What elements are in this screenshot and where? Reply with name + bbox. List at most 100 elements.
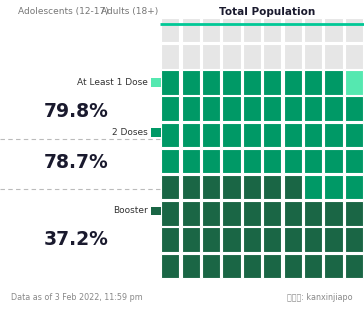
Bar [182,227,200,252]
Bar [202,175,220,199]
Bar [324,70,343,95]
Bar [182,18,200,42]
Bar [222,123,241,147]
Text: Adolescents (12-17): Adolescents (12-17) [18,7,109,16]
Bar [243,44,261,69]
Bar [243,18,261,42]
Bar [284,227,302,252]
Bar [161,227,179,252]
Bar [243,253,261,278]
Bar [304,227,322,252]
Bar [324,149,343,173]
Bar [263,149,281,173]
Bar [304,175,322,199]
Bar [202,201,220,226]
Bar [263,253,281,278]
Text: Total Population: Total Population [219,7,316,17]
Bar [304,18,322,42]
Bar [345,227,363,252]
Text: 37.2%: 37.2% [44,230,109,249]
Bar [263,227,281,252]
Bar [304,201,322,226]
Bar [345,96,363,121]
Bar [202,18,220,42]
Bar [222,70,241,95]
Bar [182,175,200,199]
Bar [202,44,220,69]
Bar [304,70,322,95]
Bar [202,253,220,278]
Bar [345,175,363,199]
Bar [151,207,161,215]
Bar [263,201,281,226]
Bar [161,175,179,199]
Bar [182,44,200,69]
Bar [284,70,302,95]
Bar [182,70,200,95]
Bar [263,18,281,42]
Bar [151,128,161,137]
Text: At Least 1 Dose: At Least 1 Dose [76,78,147,87]
Bar [284,149,302,173]
Bar [222,44,241,69]
Bar [345,149,363,173]
Bar [324,175,343,199]
Bar [284,201,302,226]
Bar [304,44,322,69]
Bar [263,44,281,69]
Bar [304,149,322,173]
Bar [243,70,261,95]
Bar [304,96,322,121]
Bar [284,175,302,199]
Bar [222,201,241,226]
Bar [182,201,200,226]
Bar [345,123,363,147]
Bar [263,175,281,199]
Bar [202,123,220,147]
Bar [263,123,281,147]
Bar [345,201,363,226]
Bar [304,253,322,278]
Bar [222,253,241,278]
Bar [263,96,281,121]
Bar [263,70,281,95]
Bar [182,149,200,173]
Bar [202,96,220,121]
Bar [182,123,200,147]
Bar [161,123,179,147]
Text: 79.8%: 79.8% [44,102,109,121]
Bar [284,123,302,147]
Text: 2 Doses: 2 Doses [112,128,147,137]
Text: Adults (18+): Adults (18+) [100,7,158,16]
Bar [243,201,261,226]
Bar [222,149,241,173]
Bar [345,70,363,95]
Bar [161,253,179,278]
Bar [324,253,343,278]
Bar [284,253,302,278]
Bar [222,175,241,199]
Bar [284,18,302,42]
Bar [161,44,179,69]
Bar [324,44,343,69]
Bar [243,175,261,199]
Bar [182,253,200,278]
Bar [243,123,261,147]
Bar [324,96,343,121]
Bar [222,18,241,42]
Bar [151,78,161,87]
Bar [202,227,220,252]
Bar [324,123,343,147]
Bar [345,44,363,69]
Bar [161,201,179,226]
Bar [345,253,363,278]
Bar [284,44,302,69]
Text: 微信号: kanxinjiapo: 微信号: kanxinjiapo [288,293,353,302]
Bar [161,70,179,95]
Bar [324,18,343,42]
Bar [202,149,220,173]
Bar [304,123,322,147]
Bar [161,149,179,173]
Bar [222,227,241,252]
Bar [345,18,363,42]
